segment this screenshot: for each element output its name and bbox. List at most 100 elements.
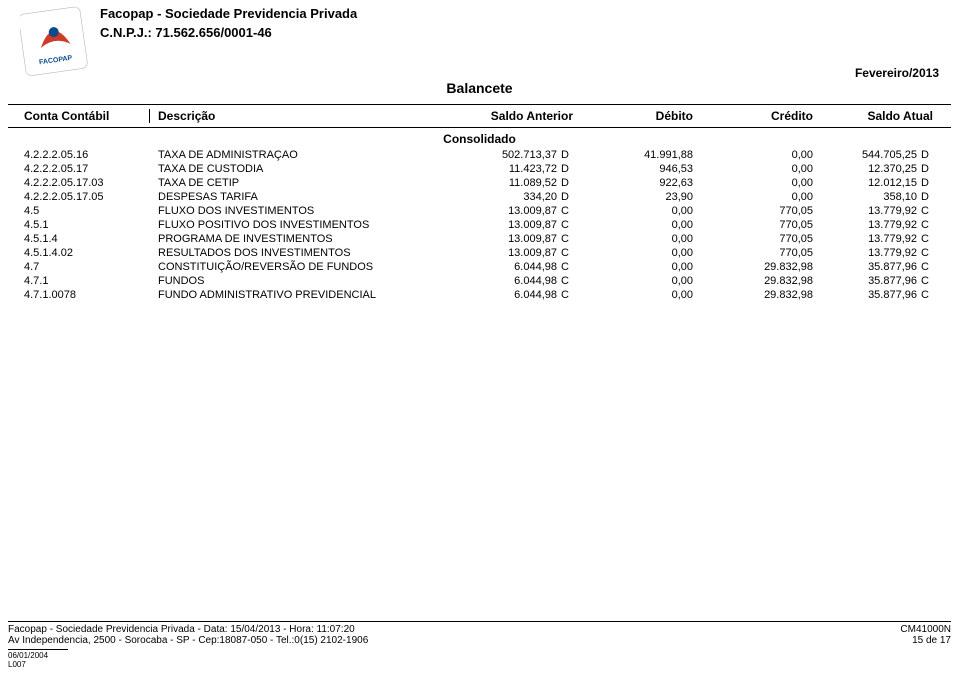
cell-credito: 0,00 — [699, 191, 819, 203]
cell-saldo-anterior: 6.044,98 — [449, 261, 559, 273]
cell-debito: 0,00 — [579, 219, 699, 231]
cell-saldo-anterior-ind: D — [559, 177, 579, 189]
cell-desc: FLUXO DOS INVESTIMENTOS — [150, 205, 449, 217]
consolidado-label: Consolidado — [0, 128, 959, 148]
cell-saldo-anterior-ind: D — [559, 163, 579, 175]
footer-small: 06/01/2004 L007 — [8, 649, 951, 669]
cell-saldo-atual: 12.012,15 — [819, 177, 919, 189]
cell-credito: 0,00 — [699, 149, 819, 161]
table-row: 4.2.2.2.05.17TAXA DE CUSTODIA11.423,72D9… — [20, 162, 939, 176]
cell-saldo-atual: 12.370,25 — [819, 163, 919, 175]
period: Fevereiro/2013 — [855, 66, 939, 80]
cell-debito: 0,00 — [579, 261, 699, 273]
cell-saldo-anterior: 13.009,87 — [449, 233, 559, 245]
footer-code: CM41000N — [900, 624, 951, 635]
cell-desc: PROGRAMA DE INVESTIMENTOS — [150, 233, 449, 245]
cell-debito: 23,90 — [579, 191, 699, 203]
cell-conta: 4.2.2.2.05.17.03 — [20, 177, 150, 189]
org-name: Facopap - Sociedade Previdencia Privada — [100, 6, 357, 21]
footer-small2: L007 — [8, 660, 951, 669]
cell-saldo-anterior: 13.009,87 — [449, 247, 559, 259]
cell-saldo-anterior: 502.713,37 — [449, 149, 559, 161]
cnpj: C.N.P.J.: 71.562.656/0001-46 — [100, 25, 357, 40]
cell-conta: 4.2.2.2.05.17.05 — [20, 191, 150, 203]
cell-conta: 4.7.1 — [20, 275, 150, 287]
table-row: 4.7.1.0078FUNDO ADMINISTRATIVO PREVIDENC… — [20, 288, 939, 302]
cell-saldo-anterior-ind: D — [559, 149, 579, 161]
cell-saldo-atual: 13.779,92 — [819, 233, 919, 245]
cell-saldo-atual-ind: D — [919, 149, 939, 161]
footer-line2: Av Independencia, 2500 - Sorocaba - SP -… — [8, 635, 368, 646]
cell-saldo-anterior-ind: D — [559, 191, 579, 203]
title-row: Balancete Fevereiro/2013 — [0, 76, 959, 104]
col-cred: Crédito — [699, 109, 819, 123]
footer-small1: 06/01/2004 — [8, 651, 951, 660]
cell-conta: 4.5 — [20, 205, 150, 217]
cell-saldo-atual-ind: C — [919, 205, 939, 217]
cell-saldo-atual-ind: C — [919, 275, 939, 287]
cell-saldo-atual-ind: C — [919, 289, 939, 301]
cell-saldo-atual: 35.877,96 — [819, 289, 919, 301]
cell-saldo-atual: 35.877,96 — [819, 275, 919, 287]
cell-saldo-atual-ind: D — [919, 163, 939, 175]
footer-right: CM41000N 15 de 17 — [900, 624, 951, 646]
col-satu: Saldo Atual — [819, 109, 939, 123]
cell-desc: FUNDOS — [150, 275, 449, 287]
cell-debito: 0,00 — [579, 289, 699, 301]
cell-desc: TAXA DE CETIP — [150, 177, 449, 189]
cell-saldo-anterior: 11.089,52 — [449, 177, 559, 189]
footer-page: 15 de 17 — [900, 635, 951, 646]
cell-debito: 0,00 — [579, 247, 699, 259]
table-row: 4.2.2.2.05.16TAXA DE ADMINISTRAÇAO502.71… — [20, 148, 939, 162]
cell-saldo-atual: 358,10 — [819, 191, 919, 203]
cell-saldo-anterior-ind: C — [559, 233, 579, 245]
table-row: 4.2.2.2.05.17.03TAXA DE CETIP11.089,52D9… — [20, 176, 939, 190]
cell-conta: 4.7 — [20, 261, 150, 273]
table-row: 4.5.1FLUXO POSITIVO DOS INVESTIMENTOS 13.… — [20, 218, 939, 232]
cell-desc: FLUXO POSITIVO DOS INVESTIMENTOS — [150, 219, 449, 231]
cell-saldo-anterior: 6.044,98 — [449, 289, 559, 301]
cell-saldo-atual-ind: C — [919, 219, 939, 231]
cell-conta: 4.7.1.0078 — [20, 289, 150, 301]
table-row: 4.7.1FUNDOS6.044,98C0,0029.832,9835.877,… — [20, 274, 939, 288]
cell-saldo-atual: 13.779,92 — [819, 247, 919, 259]
cell-conta: 4.5.1.4 — [20, 233, 150, 245]
footer-line1: Facopap - Sociedade Previdencia Privada … — [8, 624, 368, 635]
cell-saldo-atual: 35.877,96 — [819, 261, 919, 273]
table-row: 4.5FLUXO DOS INVESTIMENTOS13.009,87C0,00… — [20, 204, 939, 218]
cell-desc: RESULTADOS DOS INVESTIMENTOS — [150, 247, 449, 259]
cell-saldo-atual: 544.705,25 — [819, 149, 919, 161]
cell-saldo-atual-ind: C — [919, 247, 939, 259]
cell-saldo-anterior-ind: C — [559, 247, 579, 259]
cell-saldo-atual: 13.779,92 — [819, 219, 919, 231]
col-desc: Descrição — [150, 109, 449, 123]
cell-conta: 4.5.1 — [20, 219, 150, 231]
cell-desc: FUNDO ADMINISTRATIVO PREVIDENCIAL — [150, 289, 449, 301]
cell-saldo-anterior-ind: C — [559, 219, 579, 231]
cell-saldo-anterior-ind: C — [559, 275, 579, 287]
cell-saldo-anterior: 334,20 — [449, 191, 559, 203]
cell-saldo-anterior-ind: C — [559, 205, 579, 217]
report-title: Balancete — [446, 80, 512, 96]
cell-debito: 922,63 — [579, 177, 699, 189]
cell-saldo-atual-ind: C — [919, 233, 939, 245]
cell-conta: 4.2.2.2.05.16 — [20, 149, 150, 161]
cell-credito: 770,05 — [699, 233, 819, 245]
cell-saldo-atual-ind: D — [919, 177, 939, 189]
table-row: 4.2.2.2.05.17.05DESPESAS TARIFA334,20D23… — [20, 190, 939, 204]
cell-credito: 29.832,98 — [699, 289, 819, 301]
cell-debito: 0,00 — [579, 233, 699, 245]
footer: Facopap - Sociedade Previdencia Privada … — [8, 621, 951, 669]
cell-saldo-atual: 13.779,92 — [819, 205, 919, 217]
company-logo: FACOPAP — [20, 6, 90, 76]
header: FACOPAP Facopap - Sociedade Previdencia … — [0, 0, 959, 76]
col-sa: Saldo Anterior — [449, 109, 579, 123]
cell-desc: CONSTITUIÇÃO/REVERSÃO DE FUNDOS — [150, 261, 449, 273]
data-rows: 4.2.2.2.05.16TAXA DE ADMINISTRAÇAO502.71… — [8, 148, 951, 302]
footer-left: Facopap - Sociedade Previdencia Privada … — [8, 624, 368, 646]
cell-saldo-atual-ind: D — [919, 191, 939, 203]
page: FACOPAP Facopap - Sociedade Previdencia … — [0, 0, 959, 683]
cell-credito: 0,00 — [699, 163, 819, 175]
cell-saldo-anterior: 6.044,98 — [449, 275, 559, 287]
col-conta: Conta Contábil — [20, 109, 150, 123]
